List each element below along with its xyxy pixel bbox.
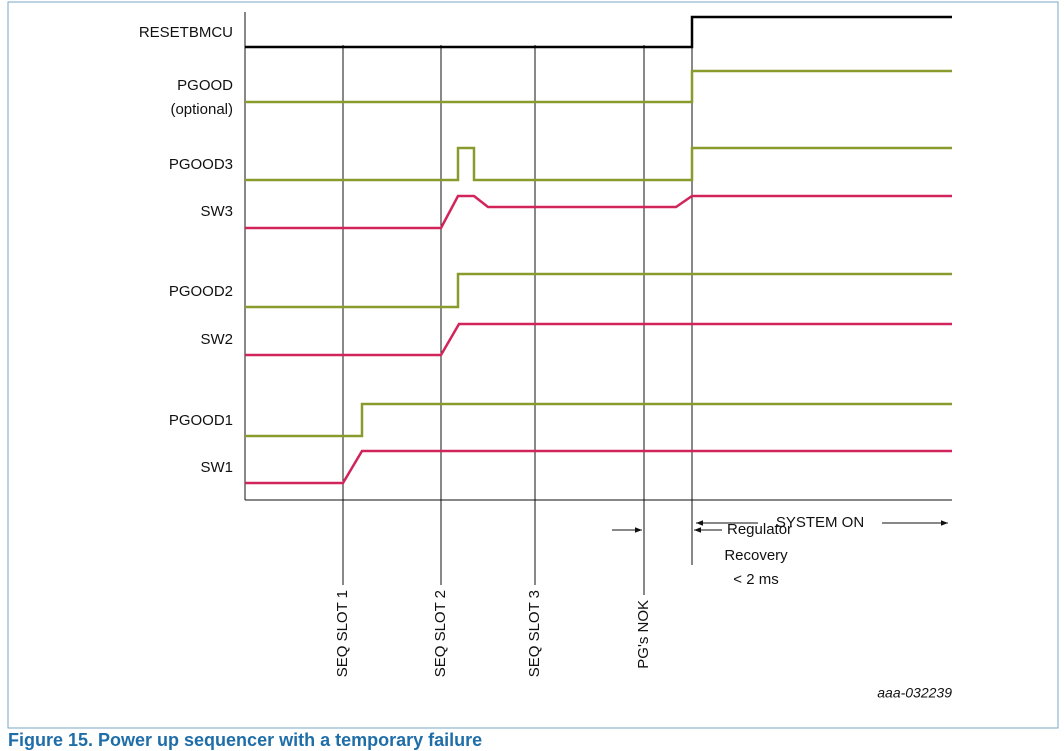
- signal-label: PGOOD3: [169, 156, 233, 173]
- annotation: Regulator: [727, 521, 792, 538]
- annotation: < 2 ms: [733, 571, 778, 588]
- figure-id: aaa-032239: [877, 685, 952, 701]
- waveform: [245, 146, 952, 182]
- marker-label: PG's NOK: [635, 600, 652, 669]
- waveform: [245, 322, 952, 357]
- signal-label: PGOOD: [177, 77, 233, 94]
- caption: Figure 15. Power up sequencer with a tem…: [8, 730, 482, 750]
- marker-label: SEQ SLOT 2: [432, 590, 449, 677]
- waveform: [245, 194, 952, 230]
- waveform: [245, 449, 952, 485]
- signal-label: PGOOD1: [169, 412, 233, 429]
- marker-label: SEQ SLOT 1: [334, 590, 351, 677]
- annotation: SYSTEM ON: [776, 514, 864, 531]
- waveform: [245, 69, 952, 104]
- signal-label: SW3: [200, 203, 233, 220]
- signal-label: SW1: [200, 459, 233, 476]
- signal-sublabel: (optional): [170, 101, 233, 118]
- figure-frame: [7, 1, 1059, 729]
- signal-label: PGOOD2: [169, 283, 233, 300]
- annotation: Recovery: [724, 547, 788, 564]
- waveform: [245, 272, 952, 309]
- marker-label: SEQ SLOT 3: [526, 590, 543, 677]
- signal-label: RESETBMCU: [139, 24, 233, 41]
- waveform: [245, 402, 952, 438]
- waveform: [245, 15, 952, 49]
- signal-label: SW2: [200, 331, 233, 348]
